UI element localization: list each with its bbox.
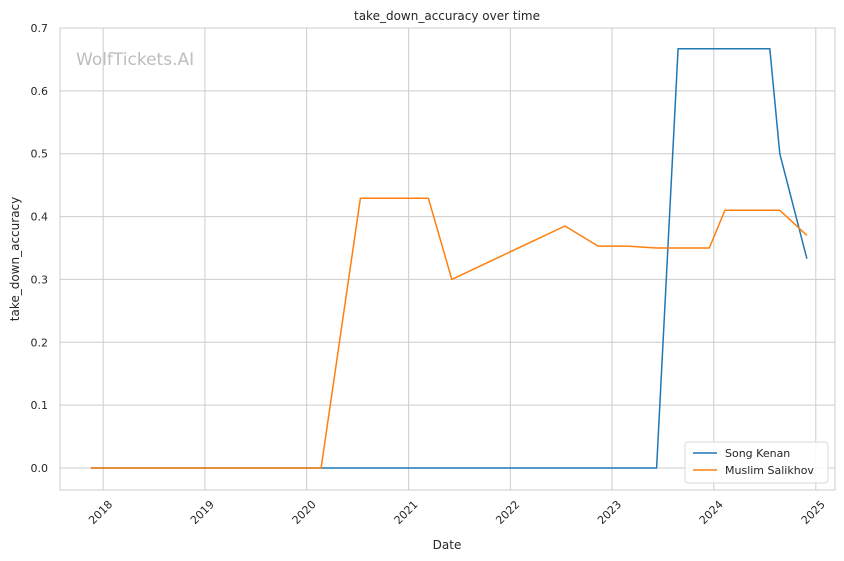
y-tick-label: 0.0 bbox=[31, 462, 49, 475]
x-tick-label: 2022 bbox=[493, 498, 522, 527]
y-tick-label: 0.1 bbox=[31, 399, 49, 412]
x-tick-label: 2025 bbox=[799, 498, 828, 527]
x-tick-label: 2023 bbox=[595, 498, 624, 527]
x-tick-label: 2024 bbox=[697, 498, 726, 527]
series-line-song-kenan bbox=[90, 47, 808, 469]
grid bbox=[60, 27, 835, 490]
chart-title: take_down_accuracy over time bbox=[354, 9, 540, 23]
x-axis-ticks: 2018 2019 2020 2021 2022 2023 2024 2025 bbox=[86, 498, 828, 527]
legend-label-song-kenan: Song Kenan bbox=[725, 447, 790, 460]
y-axis-ticks: 0.0 0.1 0.2 0.3 0.4 0.5 0.6 0.7 bbox=[31, 22, 49, 475]
legend: Song Kenan Muslim Salikhov bbox=[684, 441, 829, 484]
legend-box bbox=[684, 441, 829, 484]
x-tick-label: 2021 bbox=[392, 498, 421, 527]
x-axis-label: Date bbox=[433, 538, 462, 552]
series-line-muslim-salikhov bbox=[90, 197, 808, 469]
y-tick-label: 0.4 bbox=[31, 211, 49, 224]
y-axis-label: take_down_accuracy bbox=[8, 197, 22, 321]
y-tick-label: 0.2 bbox=[31, 336, 49, 349]
x-tick-label: 2020 bbox=[290, 498, 319, 527]
x-tick-label: 2018 bbox=[86, 498, 115, 527]
y-tick-label: 0.7 bbox=[31, 22, 49, 35]
watermark: WolfTickets.AI bbox=[76, 50, 194, 70]
y-tick-label: 0.3 bbox=[31, 273, 49, 286]
y-tick-label: 0.5 bbox=[31, 148, 49, 161]
y-tick-label: 0.6 bbox=[31, 85, 49, 98]
plot-frame bbox=[59, 27, 836, 491]
series-layer bbox=[90, 47, 808, 469]
x-tick-label: 2019 bbox=[188, 498, 217, 527]
legend-label-muslim-salikhov: Muslim Salikhov bbox=[725, 464, 814, 477]
